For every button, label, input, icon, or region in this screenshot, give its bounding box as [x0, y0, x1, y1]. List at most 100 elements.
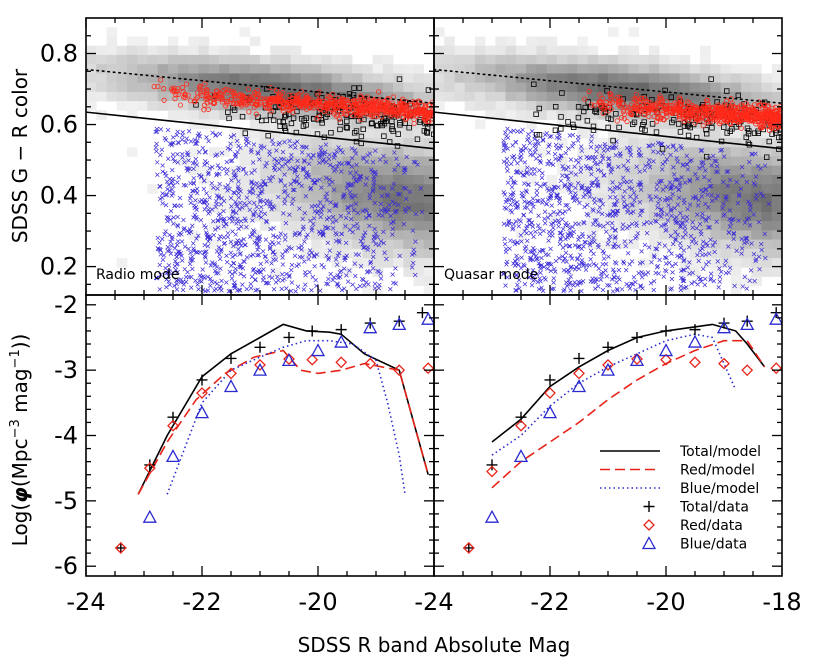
- density-cell: [229, 54, 240, 65]
- blue-point: [575, 138, 581, 143]
- red-point: [591, 102, 598, 109]
- density-cell: [280, 82, 292, 93]
- blue-point: [175, 129, 180, 134]
- blue-point: [641, 221, 647, 227]
- blue-point: [714, 158, 719, 164]
- blue-point: [346, 161, 351, 167]
- red-point: [300, 102, 307, 108]
- blue-point: [547, 196, 552, 201]
- density-cell: [741, 258, 752, 268]
- blue-point: [328, 200, 333, 205]
- density-cell: [362, 239, 373, 250]
- red-point: [682, 108, 688, 114]
- blue-point: [695, 203, 701, 208]
- blue-point: [555, 211, 561, 217]
- blue-point: [535, 138, 540, 144]
- density-cell: [587, 175, 599, 185]
- blue-point: [578, 165, 584, 171]
- blue-point: [343, 223, 348, 229]
- blue-point: [578, 144, 584, 149]
- blue-point: [202, 249, 208, 255]
- blue-point: [700, 163, 706, 169]
- blue-point: [748, 268, 754, 273]
- blue-point: [170, 176, 176, 182]
- density-cell: [720, 258, 732, 268]
- blue-point: [193, 141, 198, 146]
- red-point: [311, 103, 317, 109]
- blue-point: [284, 248, 290, 253]
- blue-point: [202, 223, 207, 228]
- blue-point: [661, 274, 666, 279]
- blue-point: [607, 145, 612, 150]
- blue-point: [261, 274, 266, 280]
- blue-point: [588, 165, 593, 171]
- blue-point: [218, 234, 223, 239]
- density-cell: [290, 119, 302, 130]
- density-cell: [382, 193, 394, 203]
- blue-point: [656, 271, 661, 276]
- blue-point: [594, 176, 599, 182]
- density-cell: [321, 202, 332, 213]
- blue-point: [584, 154, 589, 160]
- blue-point: [561, 288, 566, 294]
- blue-point: [163, 229, 168, 234]
- red-point: [232, 92, 238, 98]
- blue-point: [747, 207, 753, 213]
- blue-point: [736, 193, 742, 199]
- blue-point: [606, 254, 611, 259]
- blue-point: [199, 279, 204, 284]
- density-cell: [393, 82, 404, 93]
- blue-point: [403, 196, 409, 202]
- density-cell: [648, 110, 660, 120]
- blue-point: [591, 180, 596, 185]
- blue-point: [336, 275, 341, 281]
- blue-point: [258, 182, 264, 188]
- blue-point: [241, 237, 247, 242]
- blue-point: [597, 223, 603, 228]
- density-cell: [403, 175, 414, 185]
- density-cell: [290, 82, 302, 93]
- blue-point: [228, 134, 234, 140]
- blue-point: [361, 245, 366, 250]
- blue-point: [579, 185, 584, 190]
- density-cell: [444, 54, 455, 65]
- blue-point: [673, 261, 678, 267]
- black-point: [389, 118, 395, 124]
- density-cell: [311, 119, 322, 130]
- red-point: [745, 109, 751, 115]
- density-cell: [198, 36, 210, 47]
- red-point: [349, 103, 356, 109]
- black-point: [552, 127, 559, 133]
- blue-point: [538, 160, 544, 165]
- blue-point: [511, 225, 516, 231]
- blue-point: [294, 263, 299, 269]
- blue-point: [259, 188, 264, 194]
- red-point: [649, 105, 655, 111]
- blue-point: [379, 208, 384, 213]
- black-point: [764, 154, 770, 160]
- density-cell: [382, 110, 394, 120]
- blue-point: [212, 288, 217, 293]
- blue-point: [644, 219, 650, 225]
- blue-point: [588, 248, 594, 254]
- blue-point: [248, 253, 254, 259]
- blue-point: [502, 205, 508, 211]
- blue-point: [318, 145, 324, 150]
- density-cell: [239, 128, 251, 139]
- blue-point: [509, 196, 514, 202]
- blue-point: [720, 205, 725, 211]
- blue-point: [723, 194, 729, 200]
- red-point: [653, 119, 660, 125]
- density-cell: [341, 91, 353, 102]
- blue-point: [302, 239, 307, 244]
- blue-point: [721, 154, 727, 159]
- density-cell: [648, 73, 660, 83]
- blue-point: [653, 246, 658, 251]
- blue-point: [723, 258, 729, 263]
- blue-point: [203, 255, 208, 260]
- red-point: [624, 118, 630, 125]
- blue-point: [339, 161, 345, 167]
- blue-point: [516, 223, 522, 229]
- density-cell: [577, 91, 588, 102]
- blue-point: [170, 183, 176, 188]
